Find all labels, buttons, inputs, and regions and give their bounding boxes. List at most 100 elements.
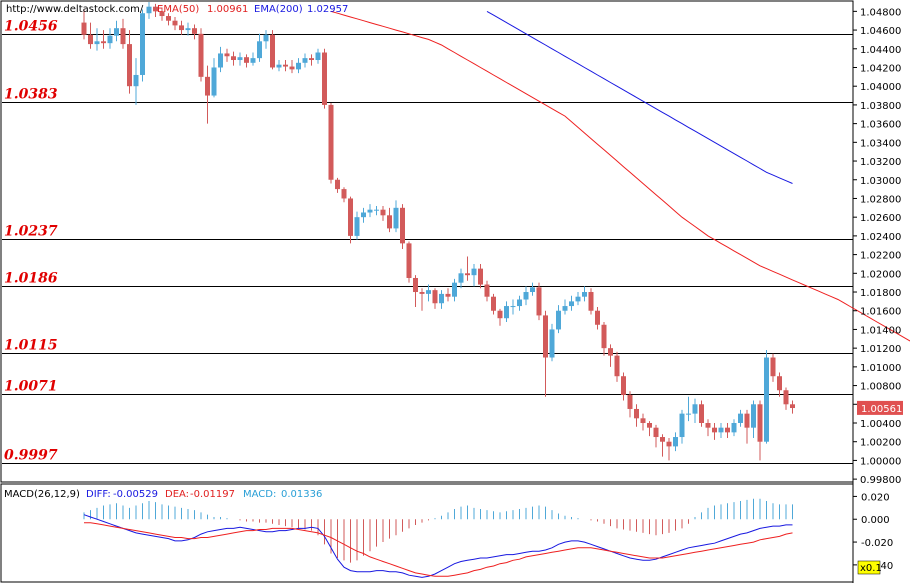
candle-body: [218, 53, 223, 68]
candle-body: [153, 6, 158, 12]
candle: [738, 409, 743, 427]
candle: [231, 51, 236, 66]
candle-body: [237, 57, 243, 61]
candle-body: [712, 427, 717, 433]
candle-body: [731, 422, 737, 433]
candle: [751, 400, 756, 438]
price-tick-label-22: 1.00400: [860, 419, 901, 430]
candle-body: [764, 357, 769, 442]
price-tick-label-13: 1.02200: [860, 251, 901, 262]
price-axis: 1.04800 1.04600 1.04400 1.04200 1.04000 1.038…: [853, 7, 901, 486]
candle: [770, 353, 776, 382]
price-tick-label-2: 1.04400: [860, 45, 901, 56]
candle: [413, 275, 418, 307]
candle: [497, 308, 503, 326]
candle-body: [289, 66, 295, 70]
candle-body: [465, 273, 470, 276]
candle-body: [205, 76, 210, 96]
candle-body: [543, 315, 548, 358]
candle: [686, 396, 691, 422]
candle-body: [504, 306, 509, 319]
candle: [296, 58, 301, 74]
candle-body: [263, 34, 269, 42]
candle-body: [88, 34, 93, 45]
candle-body: [361, 212, 366, 218]
candle: [725, 422, 730, 438]
candle-body: [120, 28, 126, 45]
candle: [530, 282, 535, 296]
candle-body: [309, 58, 314, 61]
candle-body: [367, 209, 373, 213]
candle: [192, 24, 197, 40]
candle: [549, 323, 555, 362]
ema-lines: [330, 10, 910, 342]
candle-body: [224, 53, 230, 57]
candle: [757, 400, 763, 461]
candle: [257, 33, 262, 62]
candle: [276, 60, 282, 72]
candle-body: [640, 418, 646, 423]
candle: [588, 288, 594, 315]
candle: [81, 9, 87, 40]
level-label-0: 1.0456: [4, 19, 58, 35]
candle: [114, 20, 119, 42]
candle-body: [777, 376, 782, 391]
macd-hist-label: MACD:: [243, 489, 276, 500]
ema50-legend-label: EMA(50): [157, 4, 199, 15]
candle-body: [380, 209, 386, 216]
candle-body: [530, 287, 535, 293]
candle: [393, 200, 399, 233]
candle: [601, 321, 607, 356]
candle-body: [432, 290, 438, 304]
candle: [621, 372, 626, 401]
level-label-6: 0.9997: [4, 448, 58, 464]
candle: [309, 54, 314, 66]
candle-body: [328, 104, 334, 180]
candle: [445, 288, 451, 302]
candle: [283, 60, 288, 72]
candle: [712, 422, 717, 440]
candle: [647, 421, 652, 437]
price-tick-label-0: 1.04800: [860, 7, 901, 18]
price-tick-label-16: 1.01600: [860, 307, 901, 318]
candle: [322, 48, 327, 109]
candle-body: [588, 292, 594, 311]
candle: [159, 7, 165, 21]
candle-body: [660, 437, 665, 442]
candle-body: [510, 306, 516, 308]
candle-body: [478, 268, 483, 285]
candle-body: [296, 62, 301, 70]
candle: [614, 351, 620, 382]
candle: [705, 419, 711, 437]
candle: [224, 48, 230, 62]
candle: [133, 58, 139, 105]
candle: [465, 256, 470, 281]
candle-body: [699, 404, 704, 423]
candle: [777, 372, 782, 397]
candle: [536, 282, 542, 321]
candle: [432, 288, 438, 309]
candle-body: [601, 324, 607, 349]
level-label-3: 1.0186: [4, 271, 58, 287]
candle-body: [413, 277, 418, 293]
candle: [556, 305, 561, 334]
candle: [504, 301, 509, 322]
candle: [127, 30, 132, 94]
candle: [211, 58, 217, 98]
candle: [543, 310, 548, 397]
candle: [146, 2, 152, 19]
candle: [140, 9, 145, 82]
candle-body: [692, 404, 698, 414]
candles: [81, 2, 795, 461]
candle-body: [705, 422, 711, 428]
candle-body: [614, 355, 620, 377]
candle-body: [114, 28, 119, 36]
candle-body: [549, 329, 555, 358]
candle-body: [302, 58, 308, 63]
candle-body: [101, 41, 106, 44]
candle-body: [569, 301, 574, 307]
candle: [666, 437, 672, 461]
candle-body: [127, 44, 132, 87]
candle-body: [179, 25, 184, 31]
candle-body: [250, 58, 256, 63]
